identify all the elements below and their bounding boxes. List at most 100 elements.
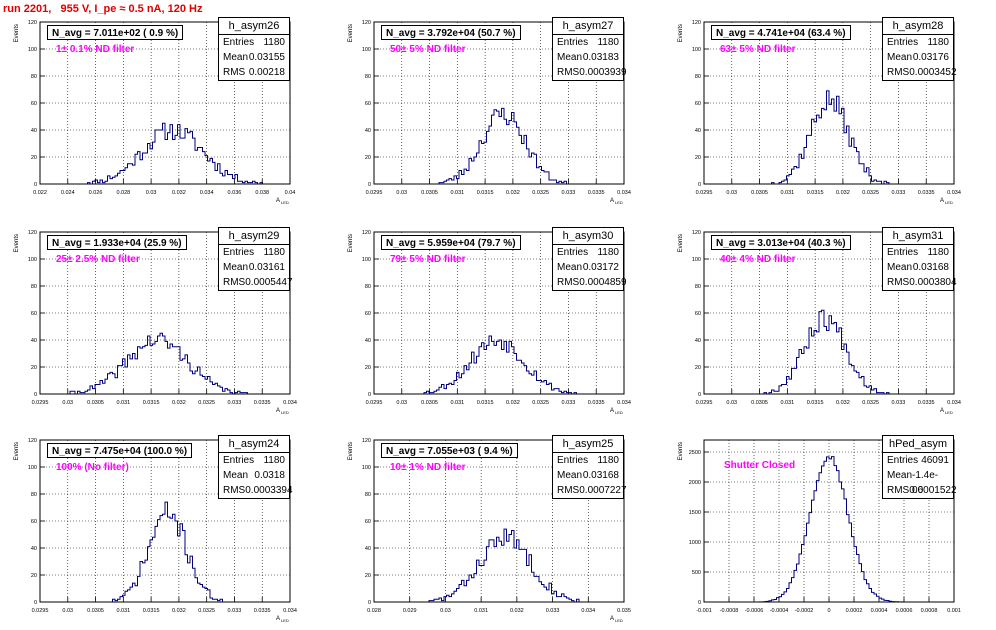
stats-key: Mean	[557, 262, 583, 273]
stats-row: Entries 1180	[553, 453, 623, 468]
filter-annotation: 79± 5% ND filter	[390, 254, 466, 265]
y-tick-label: 100	[28, 465, 37, 471]
x-axis-title: A	[610, 616, 614, 622]
x-tick-label: 0.001	[947, 608, 961, 614]
y-tick-label: 20	[31, 155, 37, 161]
stats-row: RMS 0.0004859	[553, 275, 627, 290]
y-tick-label: 20	[365, 573, 371, 579]
x-tick-label: 0.032	[172, 608, 186, 614]
y-tick-label: 60	[31, 519, 37, 525]
stats-value: 0.03172	[582, 262, 619, 273]
x-tick-label: 0.034	[283, 608, 297, 614]
y-tick-label: 0	[34, 182, 37, 188]
stats-key: Entries	[223, 37, 255, 48]
y-tick-label: 100	[692, 47, 701, 53]
y-tick-label: 1500	[689, 510, 701, 516]
x-tick-label: 0.028	[367, 608, 381, 614]
stats-value: 0.0001522	[909, 485, 957, 496]
stats-key: Mean	[557, 52, 583, 63]
y-tick-label: 2000	[689, 480, 701, 486]
x-tick-label: 0.0295	[366, 400, 383, 406]
x-tick-label: 0.0335	[254, 400, 271, 406]
stats-box: hPed_asym Entries 46091 Mean -1.4e-06 RMS 0.00…	[882, 435, 957, 499]
stats-row: Entries 1180	[883, 245, 953, 260]
stats-value: 1180	[927, 247, 949, 258]
x-tick-label: 0.029	[403, 608, 417, 614]
x-tick-label: 0.03	[62, 608, 73, 614]
stats-row: Entries 1180	[553, 35, 623, 50]
stats-value: 0.0003452	[909, 67, 957, 78]
stats-row: Mean 0.03172	[553, 260, 623, 275]
x-axis-title: A	[610, 408, 614, 414]
y-tick-label: 0	[698, 600, 701, 606]
x-axis-title-subscript: LED	[615, 410, 623, 415]
y-tick-label: 20	[695, 155, 701, 161]
x-tick-label: 0.04	[285, 190, 296, 196]
y-tick-label: 40	[31, 546, 37, 552]
histogram-name: h_asym25	[553, 436, 623, 453]
stats-row: Mean -1.4e-06	[883, 468, 953, 496]
histogram-line	[40, 332, 290, 395]
x-tick-label: 0.033	[228, 608, 242, 614]
y-tick-label: 0	[698, 182, 701, 188]
stats-row: Mean 0.03161	[219, 260, 289, 275]
x-tick-label: 0.0325	[862, 190, 879, 196]
stats-key: RMS	[223, 485, 246, 496]
stats-value: 1180	[263, 247, 285, 258]
x-tick-label: 0.031	[780, 190, 794, 196]
stats-row: RMS 0.0003939	[553, 65, 627, 80]
stats-value: 0.0003394	[245, 485, 293, 496]
y-tick-label: 0	[698, 392, 701, 398]
x-tick-label: 0.0305	[421, 400, 438, 406]
y-tick-label: 80	[31, 284, 37, 290]
stats-value: 0.00218	[248, 67, 285, 78]
stats-row: Mean 0.03168	[553, 468, 623, 483]
stats-key: Mean	[557, 470, 583, 481]
filter-annotation: Shutter Closed	[724, 460, 796, 471]
y-axis-title: Events	[348, 442, 354, 460]
y-tick-label: 0	[368, 392, 371, 398]
y-tick-label: 100	[362, 257, 371, 263]
histogram-panel: 0.028 0.029 0.03 0.031 0.032 0.033 0.034 0.035 0…	[334, 430, 654, 630]
y-tick-label: 100	[362, 47, 371, 53]
x-tick-label: 0	[827, 608, 830, 614]
x-tick-label: 0.0305	[87, 608, 104, 614]
histogram-name: h_asym31	[883, 228, 953, 245]
stats-row: Entries 1180	[219, 35, 289, 50]
stats-value: 1180	[597, 247, 619, 258]
stats-box: h_asym26 Entries 1180 Mean 0.03155 RMS 0.00218	[218, 17, 290, 81]
stats-value: 0.0005447	[245, 277, 293, 288]
y-tick-label: 80	[695, 74, 701, 80]
histogram-name: h_asym30	[553, 228, 623, 245]
y-tick-label: 20	[365, 155, 371, 161]
y-tick-label: 80	[365, 284, 371, 290]
y-tick-label: 20	[31, 365, 37, 371]
x-tick-label: 0.031	[116, 608, 130, 614]
x-tick-label: 0.0295	[696, 400, 713, 406]
stats-key: Entries	[887, 455, 919, 466]
stats-key: RMS	[887, 277, 910, 288]
x-tick-label: 0.0325	[198, 400, 215, 406]
x-axis-title: A	[276, 616, 280, 622]
x-axis-title: A	[610, 198, 614, 204]
x-tick-label: 0.034	[283, 400, 297, 406]
histogram-panel: 0.0295 0.03 0.0305 0.031 0.0315 0.032 0.0325 0.…	[664, 12, 984, 212]
stats-box: h_asym24 Entries 1180 Mean 0.0318 RMS 0.000339…	[218, 435, 293, 499]
stats-value: 0.03168	[912, 262, 949, 273]
stats-row: RMS 0.0007227	[553, 483, 627, 498]
x-tick-label: 0.031	[780, 400, 794, 406]
y-tick-label: 60	[31, 101, 37, 107]
y-axis-title: Events	[678, 24, 684, 42]
navg-label: N_avg = 7.055e+03 ( 9.4 %)	[381, 443, 518, 458]
x-axis-title-subscript: LED	[615, 200, 623, 205]
y-axis-title: Events	[678, 234, 684, 252]
histogram-panel: -0.001 -0.0008 -0.0006 -0.0004 -0.0002 0 0.000…	[664, 430, 984, 630]
stats-box: h_asym28 Entries 1180 Mean 0.03176 RMS 0.00034…	[882, 17, 957, 81]
x-tick-label: 0.0335	[254, 608, 271, 614]
y-tick-label: 40	[365, 546, 371, 552]
histogram-plot: 0.0295 0.03 0.0305 0.031 0.0315 0.032 0.0325 0.…	[678, 230, 961, 415]
filter-annotation: 100% (No filter)	[56, 462, 129, 473]
stats-row: Entries 1180	[219, 453, 289, 468]
histogram-panel: 0.0295 0.03 0.0305 0.031 0.0315 0.032 0.0325 0.…	[664, 222, 984, 422]
x-tick-label: 0.032	[510, 608, 524, 614]
